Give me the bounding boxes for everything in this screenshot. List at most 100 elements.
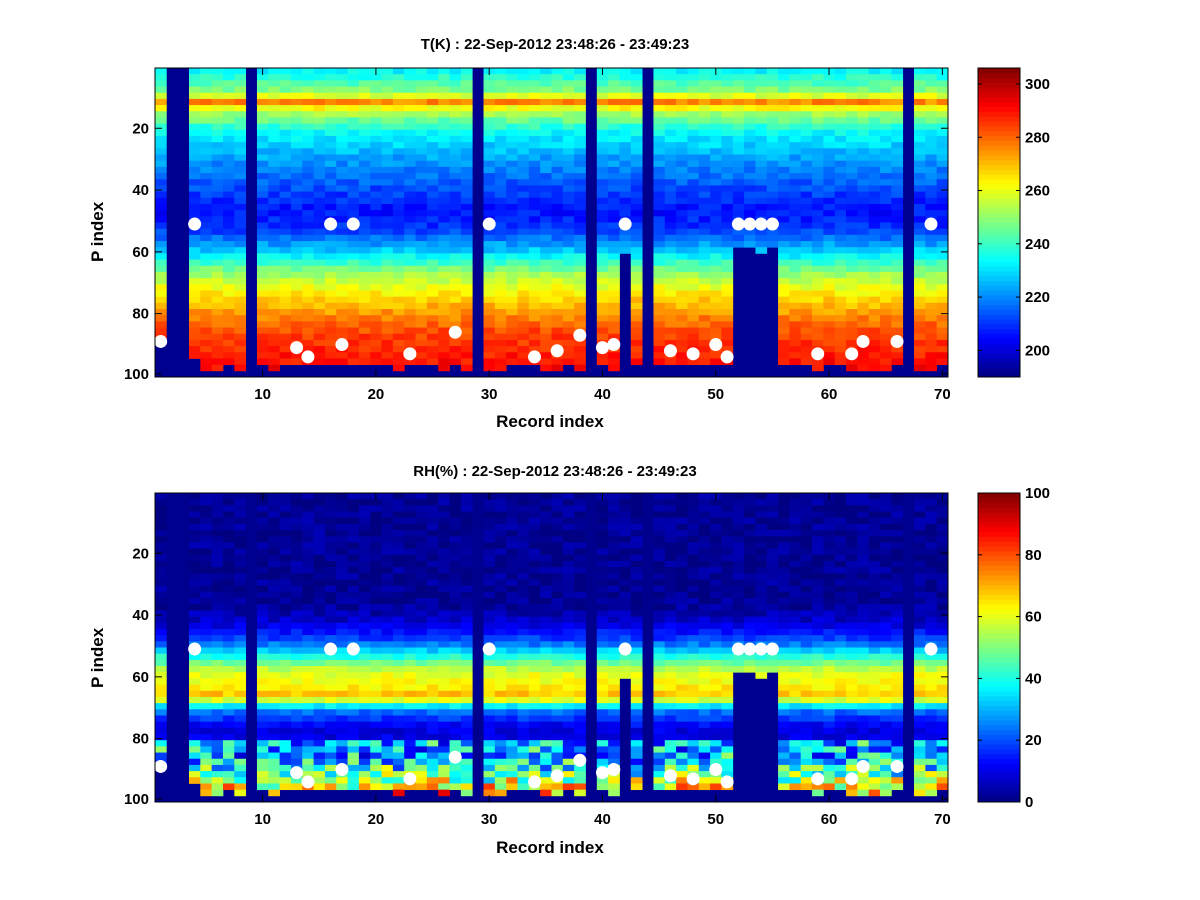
heatmap-cell [155, 222, 167, 230]
heatmap-cell [925, 154, 938, 162]
heatmap-cell [302, 216, 314, 223]
heatmap-cell [925, 327, 938, 335]
heatmap-cell [222, 271, 235, 279]
heatmap-cell [404, 536, 416, 543]
heatmap-cell [234, 530, 247, 537]
heatmap-cell [494, 591, 507, 599]
heatmap-cell [449, 511, 462, 519]
heatmap-cell [211, 598, 224, 605]
heatmap-cell [687, 228, 700, 236]
heatmap-cell [483, 74, 496, 81]
heatmap-cell [155, 154, 167, 162]
heatmap-cell [211, 129, 224, 137]
heatmap-cell [936, 123, 949, 131]
heatmap-cell [800, 241, 813, 248]
heatmap-cell [200, 105, 213, 112]
heatmap-cell [211, 241, 224, 248]
heatmap-cell [596, 216, 609, 223]
heatmap-cell [415, 160, 428, 168]
heatmap-cell [528, 290, 541, 298]
heatmap-cell [732, 86, 745, 94]
heatmap-cell [211, 216, 224, 223]
heatmap-cell [324, 271, 337, 279]
heatmap-cell [608, 74, 620, 81]
heatmap-cell [483, 86, 496, 94]
heatmap-cell [664, 278, 677, 285]
heatmap-cell [517, 616, 530, 624]
heatmap-cell [687, 185, 700, 192]
heatmap-cell [438, 98, 450, 106]
heatmap-cell [517, 567, 530, 574]
heatmap-cell [698, 142, 711, 149]
heatmap-cell [494, 598, 507, 605]
heatmap-cell [324, 315, 337, 322]
heatmap-cell [494, 228, 507, 236]
heatmap-cell [290, 715, 303, 723]
heatmap-cell [234, 92, 247, 100]
heatmap-cell [868, 160, 881, 168]
heatmap-cell [347, 265, 360, 273]
heatmap-cell [914, 166, 926, 174]
heatmap-cell [812, 241, 824, 248]
heatmap-cell [789, 98, 802, 106]
heatmap-cell [347, 758, 360, 766]
heatmap-cell [426, 746, 439, 753]
heatmap-cell [358, 358, 371, 366]
heatmap-cell [392, 616, 405, 624]
heatmap-cell [664, 111, 677, 118]
heatmap-cell [449, 641, 462, 648]
heatmap-cell [449, 191, 462, 199]
heatmap-cell [449, 505, 462, 512]
heatmap-cell [562, 493, 575, 500]
heatmap-cell [914, 352, 926, 359]
heatmap-cell [302, 721, 314, 729]
heatmap-cell [630, 358, 643, 366]
heatmap-cell [268, 290, 281, 298]
data-marker [335, 338, 349, 352]
heatmap-cell [222, 622, 235, 630]
heatmap-cell [268, 709, 281, 716]
heatmap-cell [347, 321, 360, 328]
heatmap-cell [381, 610, 394, 617]
heatmap-cell [540, 203, 552, 211]
heatmap-cell [188, 296, 201, 304]
heatmap-cell [653, 241, 666, 248]
y-tick-label: 100 [124, 366, 149, 383]
heatmap-cell [200, 709, 213, 716]
heatmap-cell [290, 598, 303, 605]
heatmap-cell [562, 105, 575, 112]
heatmap-cell [857, 284, 870, 291]
heatmap-cell [540, 160, 552, 168]
heatmap-cell [608, 530, 620, 537]
heatmap-cell [460, 160, 473, 168]
heatmap-cell [574, 598, 586, 605]
heatmap-cell [494, 628, 507, 636]
heatmap-cell [562, 499, 575, 506]
heatmap-cell [540, 210, 552, 217]
heatmap-cell [698, 74, 711, 81]
heatmap-cell [710, 179, 722, 186]
heatmap-cell [449, 241, 462, 248]
heatmap-cell [936, 191, 949, 199]
heatmap-cell [676, 315, 688, 322]
heatmap-cell [698, 203, 711, 211]
heatmap-cell [415, 352, 428, 359]
heatmap-cell [279, 622, 292, 630]
heatmap-cell [574, 653, 586, 661]
heatmap-cell [256, 191, 269, 199]
heatmap-cell [404, 160, 416, 168]
heatmap-cell [336, 666, 348, 673]
heatmap-cell [279, 333, 292, 341]
heatmap-cell [868, 241, 881, 248]
heatmap-cell [268, 758, 281, 766]
heatmap-cell [347, 253, 360, 260]
heatmap-cell [155, 641, 167, 648]
heatmap-cell [506, 721, 518, 729]
heatmap-cell [540, 339, 552, 347]
heatmap-cell [438, 703, 450, 710]
heatmap-cell [778, 216, 790, 223]
heatmap-cell [222, 321, 235, 328]
heatmap-cell [528, 265, 541, 273]
heatmap-cell [800, 129, 813, 137]
heatmap-cell [517, 585, 530, 593]
